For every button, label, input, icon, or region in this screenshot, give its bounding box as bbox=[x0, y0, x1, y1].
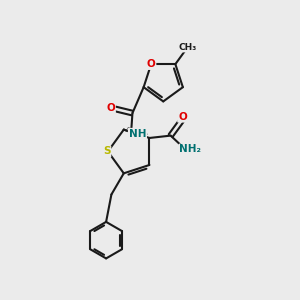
Text: O: O bbox=[178, 112, 187, 122]
Text: CH₃: CH₃ bbox=[179, 43, 197, 52]
Text: S: S bbox=[103, 146, 110, 157]
Text: O: O bbox=[147, 59, 155, 69]
Text: NH: NH bbox=[129, 129, 146, 139]
Text: O: O bbox=[106, 103, 115, 113]
Text: NH₂: NH₂ bbox=[179, 145, 201, 154]
